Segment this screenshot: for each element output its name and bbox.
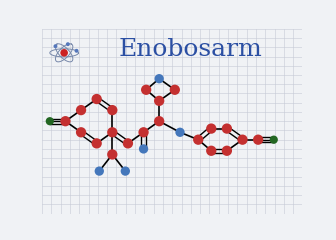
Point	[61, 51, 67, 55]
Point	[157, 77, 162, 81]
Point	[209, 127, 214, 131]
Point	[123, 169, 128, 173]
Point	[110, 130, 115, 134]
Point	[271, 138, 277, 142]
Point	[157, 119, 162, 123]
Point	[78, 130, 84, 134]
Point	[78, 108, 84, 112]
Point	[141, 147, 146, 151]
Point	[255, 138, 261, 142]
Point	[196, 138, 201, 142]
Point	[65, 42, 71, 46]
Point	[141, 130, 146, 134]
Point	[94, 141, 99, 145]
Point	[240, 138, 245, 142]
Point	[63, 119, 68, 123]
Point	[143, 88, 149, 92]
Point	[125, 141, 131, 145]
Point	[110, 108, 115, 112]
Text: Enobosarm: Enobosarm	[119, 38, 262, 61]
Point	[53, 44, 58, 48]
Point	[172, 88, 177, 92]
Point	[157, 99, 162, 103]
Point	[110, 153, 115, 156]
Point	[97, 169, 102, 173]
Point	[47, 119, 52, 123]
Point	[177, 130, 183, 134]
Point	[209, 149, 214, 153]
Point	[224, 149, 229, 153]
Point	[74, 49, 79, 53]
Point	[224, 127, 229, 131]
Point	[94, 97, 99, 101]
